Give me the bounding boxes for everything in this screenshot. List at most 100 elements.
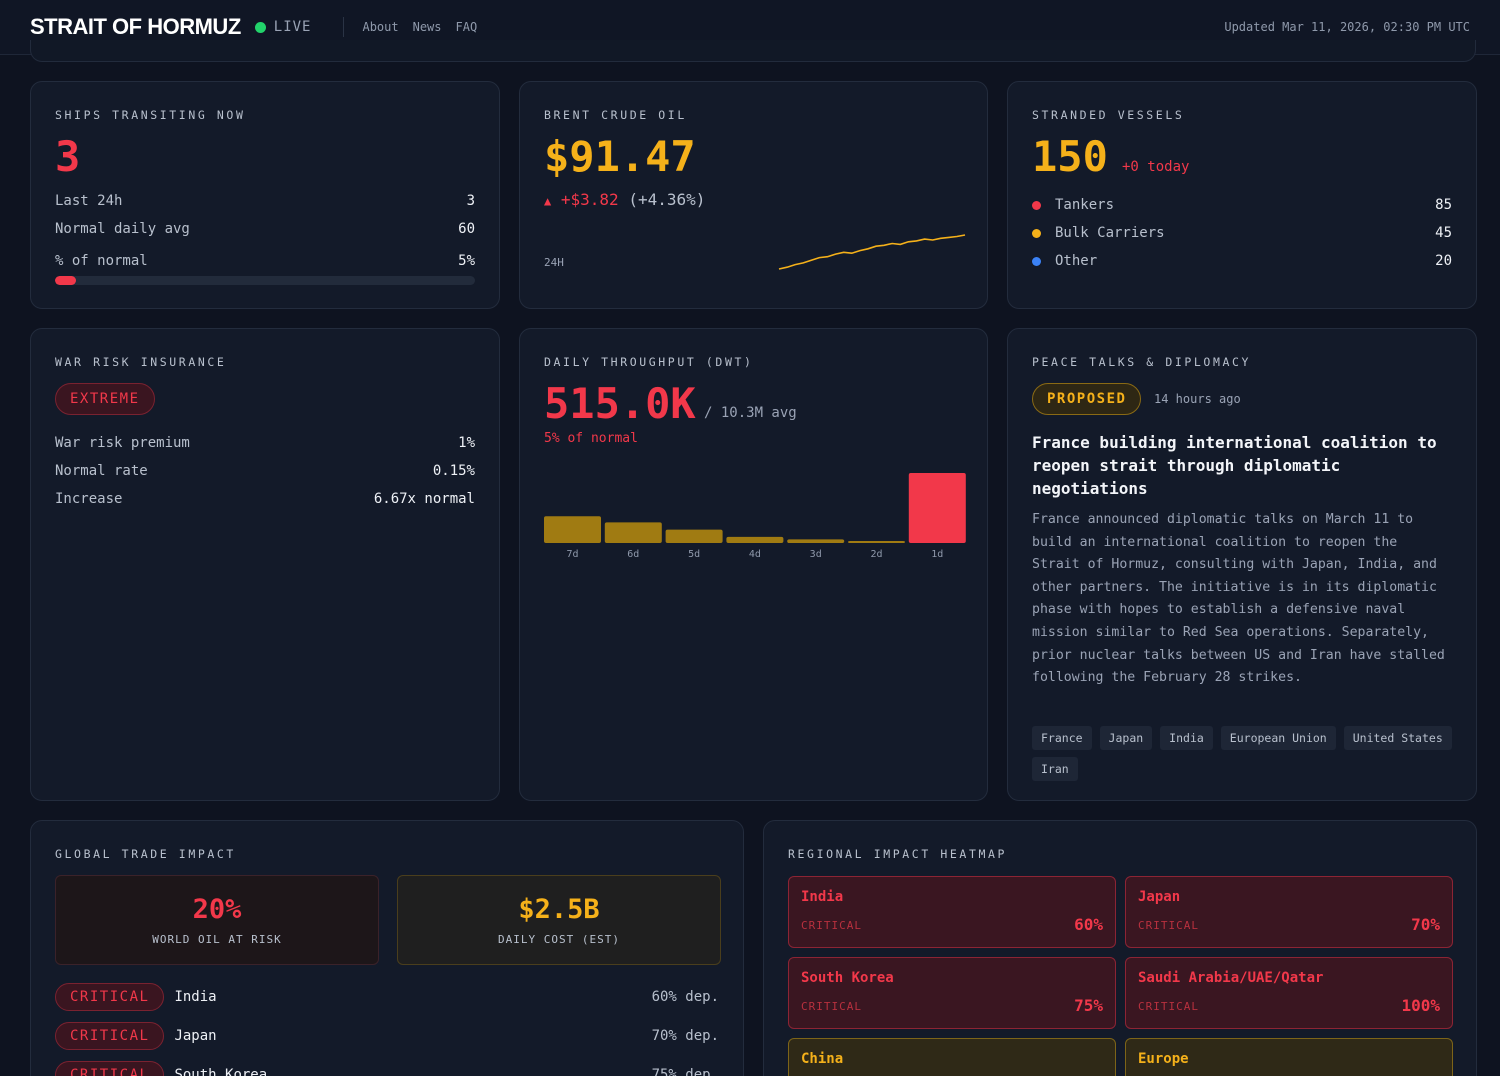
tag[interactable]: European Union	[1220, 726, 1336, 750]
tanker-dot-icon	[1032, 200, 1041, 210]
nav-about-link[interactable]: About	[362, 20, 399, 34]
region-level: CRITICAL	[1138, 1000, 1199, 1013]
daily-cost-stat: $2.5B DAILY COST (EST)	[397, 875, 721, 965]
regional-heatmap-card: REGIONAL IMPACT HEATMAP India CRITICAL 6…	[763, 820, 1477, 1076]
tag-list: France Japan India European Union United…	[1032, 726, 1456, 781]
throughput-avg: / 10.3M avg	[704, 405, 797, 421]
news-headline[interactable]: France building international coalition …	[1032, 433, 1437, 498]
vessel-type-label: Tankers	[1055, 197, 1115, 213]
brent-sparkline	[778, 234, 966, 270]
throughput-value: 515.0K	[544, 379, 696, 428]
stat-label: Normal daily avg	[55, 221, 190, 237]
country-impact-row: CRITICAL Japan 70% dep.	[55, 1022, 719, 1050]
throughput-pct: 5% of normal	[544, 431, 638, 446]
region-name: Japan	[1138, 889, 1181, 905]
nav-news-link[interactable]: News	[412, 20, 442, 34]
price-change-pct: (+4.36%)	[628, 190, 706, 209]
up-arrow-icon: ▲	[544, 194, 552, 208]
stat-value: 60	[458, 221, 475, 237]
throughput-bar-4d[interactable]	[726, 536, 784, 543]
tag[interactable]: France	[1032, 726, 1092, 750]
heatmap-cell[interactable]: Saudi Arabia/UAE/Qatar CRITICAL 100%	[1125, 957, 1453, 1029]
throughput-bar-2d[interactable]	[848, 541, 905, 543]
stat-value: $2.5B	[518, 894, 600, 925]
sparkline-line	[778, 234, 966, 270]
country-impact-row: CRITICAL India 60% dep.	[55, 983, 719, 1011]
heatmap-cell[interactable]: Europe	[1125, 1038, 1453, 1076]
progress-fill	[55, 276, 76, 285]
insurance-label: War risk premium	[55, 435, 190, 451]
stat-label: % of normal	[55, 253, 148, 269]
insurance-label: Normal rate	[55, 463, 148, 479]
insurance-card: WAR RISK INSURANCE EXTREME War risk prem…	[30, 328, 500, 801]
brent-price: $91.47	[544, 132, 696, 181]
throughput-bar-1d[interactable]	[908, 473, 966, 543]
region-name: China	[801, 1051, 844, 1067]
region-pct: 60%	[1074, 915, 1103, 934]
insurance-row: Increase 6.67x normal	[55, 491, 475, 507]
throughput-bar-6d[interactable]	[604, 522, 662, 543]
brent-card: BRENT CRUDE OIL $91.47 ▲ +$3.82 (+4.36%)…	[519, 81, 988, 309]
normal-progress-bar	[55, 276, 475, 285]
tag[interactable]: Japan	[1099, 726, 1153, 750]
heatmap-cell[interactable]: Japan CRITICAL 70%	[1125, 876, 1453, 948]
stat-row: Normal daily avg 60	[55, 221, 475, 237]
card-title: DAILY THROUGHPUT (DWT)	[544, 355, 754, 369]
region-name: India	[801, 889, 844, 905]
critical-badge: CRITICAL	[55, 983, 165, 1011]
vessel-type-count: 85	[1435, 197, 1452, 213]
tag[interactable]: Iran	[1032, 757, 1078, 781]
stat-value: 3	[466, 193, 475, 209]
throughput-bar-7d[interactable]	[544, 516, 601, 543]
tag[interactable]: United States	[1343, 726, 1452, 750]
dependency-value: 60% dep.	[651, 989, 719, 1005]
vessel-type-row: Tankers 85	[1032, 197, 1452, 213]
stat-row: Last 24h 3	[55, 193, 475, 209]
throughput-bar-5d[interactable]	[665, 529, 723, 543]
alert-strip	[30, 40, 1476, 62]
bar-tick-label: 3d	[810, 549, 822, 560]
header-divider	[343, 17, 345, 37]
throughput-card: DAILY THROUGHPUT (DWT) 515.0K / 10.3M av…	[519, 328, 988, 801]
main-nav: About News FAQ	[362, 20, 477, 34]
stat-value: 20%	[192, 894, 242, 925]
bar-tick-label: 4d	[749, 549, 761, 560]
vessel-type-count: 45	[1435, 225, 1452, 241]
bar-tick-label: 2d	[870, 549, 882, 560]
card-title: BRENT CRUDE OIL	[544, 108, 687, 122]
tag[interactable]: India	[1160, 726, 1213, 750]
bulk-carrier-dot-icon	[1032, 228, 1041, 238]
insurance-value: 6.67x normal	[373, 491, 475, 507]
time-ago: 14 hours ago	[1154, 392, 1241, 406]
region-name: Saudi Arabia/UAE/Qatar	[1138, 970, 1324, 986]
heatmap-cell[interactable]: South Korea CRITICAL 75%	[788, 957, 1116, 1029]
bar-tick-label: 5d	[688, 549, 700, 560]
vessel-type-count: 20	[1435, 253, 1452, 269]
country-name: South Korea	[174, 1067, 268, 1076]
country-name: India	[174, 989, 217, 1005]
bar-tick-label: 1d	[931, 549, 943, 560]
global-trade-card: GLOBAL TRADE IMPACT 20% WORLD OIL AT RIS…	[30, 820, 744, 1076]
oil-at-risk-stat: 20% WORLD OIL AT RISK	[55, 875, 379, 965]
heatmap-cell[interactable]: India CRITICAL 60%	[788, 876, 1116, 948]
insurance-value: 1%	[458, 435, 475, 451]
stat-value: 5%	[458, 253, 475, 269]
nav-faq-link[interactable]: FAQ	[455, 20, 478, 34]
heatmap-cell[interactable]: China	[788, 1038, 1116, 1076]
insurance-row: War risk premium 1%	[55, 435, 475, 451]
card-title: WAR RISK INSURANCE	[55, 355, 227, 369]
vessel-type-label: Bulk Carriers	[1055, 225, 1165, 241]
card-title: GLOBAL TRADE IMPACT	[55, 847, 236, 861]
throughput-bar-3d[interactable]	[787, 539, 845, 543]
dependency-value: 75% dep.	[651, 1067, 719, 1076]
region-pct: 75%	[1074, 996, 1103, 1015]
live-label: LIVE	[273, 19, 312, 35]
period-label: 24H	[544, 256, 564, 269]
insurance-row: Normal rate 0.15%	[55, 463, 475, 479]
stat-label: Last 24h	[55, 193, 123, 209]
stat-label: DAILY COST (EST)	[498, 933, 620, 946]
status-badge: PROPOSED	[1032, 383, 1142, 415]
region-level: CRITICAL	[801, 1000, 862, 1013]
other-dot-icon	[1032, 256, 1041, 266]
stranded-today: +0 today	[1122, 159, 1190, 175]
